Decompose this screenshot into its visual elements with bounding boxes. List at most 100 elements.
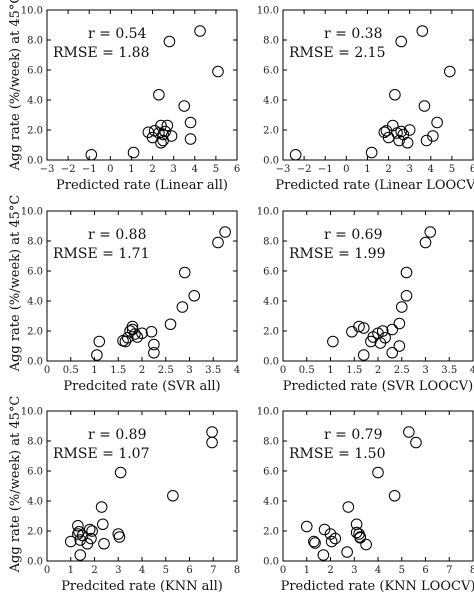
x-tick-label: 4 — [192, 164, 198, 175]
data-point — [206, 426, 218, 438]
rmse-value-label: RMSE = 1.07 — [53, 446, 150, 462]
x-tick-label: −1 — [82, 164, 97, 175]
x-tick-label: 6 — [186, 565, 192, 576]
x-tick-label: 0 — [107, 164, 113, 175]
data-point — [395, 35, 408, 48]
x-tick-label: 1.5 — [110, 365, 126, 376]
data-point — [395, 301, 408, 313]
x-tick-label: 4 — [470, 365, 474, 376]
y-tick-label: 8.0 — [27, 437, 43, 448]
x-axis-label: Predcited rate (KNN all) — [61, 579, 223, 594]
data-point — [388, 489, 401, 502]
data-point — [389, 88, 401, 101]
data-point — [386, 346, 399, 359]
data-point — [131, 331, 144, 343]
data-point — [64, 535, 77, 548]
data-point — [419, 236, 432, 249]
data-point — [212, 236, 224, 249]
x-tick-label: 2 — [149, 164, 155, 175]
data-point — [379, 331, 391, 344]
x-tick-label: 1 — [91, 365, 97, 376]
y-tick-label: 10.0 — [257, 6, 279, 17]
data-point — [114, 466, 127, 479]
r-value-label: r = 0.38 — [324, 26, 383, 42]
x-tick-label: 3 — [422, 365, 428, 376]
y-tick-label: 8.0 — [27, 237, 43, 248]
data-point — [178, 100, 191, 112]
data-point — [410, 436, 422, 449]
data-point — [376, 325, 389, 337]
data-point — [308, 535, 320, 548]
x-tick-label: 0 — [280, 565, 286, 576]
y-tick-label: 0.0 — [27, 357, 43, 368]
y-tick-label: 0.0 — [27, 557, 43, 568]
y-tick-label: 4.0 — [263, 497, 279, 508]
data-point — [289, 148, 302, 161]
data-point — [83, 523, 96, 536]
x-tick-label: 1 — [364, 164, 370, 175]
x-tick-label: 1 — [327, 365, 333, 376]
data-point — [443, 65, 456, 78]
data-point — [395, 125, 408, 138]
rmse-value-label: RMSE = 1.50 — [289, 446, 386, 462]
panel-2: −3 −2 −1 0 1 2 3 4 5 6 0.0 2.0 4.0 6.0 8.0 10.0 Predicte… — [257, 6, 474, 194]
data-point — [146, 131, 159, 144]
data-point — [393, 340, 406, 352]
x-tick-label: 6 — [422, 565, 428, 576]
data-point — [309, 537, 321, 549]
data-point — [350, 518, 363, 531]
data-point — [184, 133, 197, 145]
y-tick-label: 0.0 — [27, 156, 43, 167]
y-tick-label: 0.0 — [263, 557, 279, 568]
x-tick-label: 4 — [375, 565, 381, 576]
x-tick-label: 3.5 — [441, 365, 457, 376]
data-point — [393, 134, 405, 147]
data-point — [178, 266, 191, 279]
data-point — [357, 322, 370, 334]
data-point — [416, 25, 429, 37]
y-tick-label: 10.0 — [257, 207, 279, 218]
data-point — [127, 146, 140, 159]
y-tick-label: 2.0 — [263, 327, 279, 338]
panel-5: 0 1 2 3 4 5 6 7 8 0.0 2.0 4.0 6.0 8.0 10.0 Predcited ra… — [21, 407, 240, 594]
data-point — [145, 325, 158, 338]
plot-frame — [46, 9, 238, 161]
data-point — [400, 266, 413, 279]
data-point — [318, 523, 331, 536]
y-tick-label: 10.0 — [21, 407, 43, 418]
x-axis-label: Predicted rate (KNN LOOCV) — [281, 579, 474, 594]
y-tick-label: 4.0 — [27, 297, 43, 308]
data-point — [153, 88, 165, 101]
data-point — [72, 519, 84, 532]
data-point — [155, 136, 167, 149]
data-point — [93, 335, 106, 348]
x-axis-label: Predicted rate (SVR LOOCV) — [283, 379, 473, 394]
data-point — [184, 116, 197, 129]
y-tick-label: 6.0 — [27, 66, 43, 77]
data-point — [129, 328, 141, 340]
data-point — [219, 226, 231, 238]
rmse-value-label: RMSE = 1.99 — [289, 246, 386, 262]
data-point — [357, 349, 370, 361]
r-value-label: r = 0.69 — [324, 227, 383, 243]
data-point — [401, 136, 414, 149]
data-point — [73, 525, 85, 538]
data-point — [341, 546, 353, 558]
data-point — [365, 146, 378, 159]
y-tick-label: 4.0 — [27, 497, 43, 508]
x-tick-label: 4 — [139, 565, 145, 576]
x-tick-label: −3 — [40, 164, 55, 175]
data-point — [354, 531, 366, 543]
y-tick-label: 6.0 — [263, 66, 279, 77]
data-point — [165, 130, 178, 142]
x-axis-label: Predcited rate (SVR all) — [63, 379, 220, 394]
x-tick-label: −3 — [276, 164, 291, 175]
x-tick-label: −2 — [297, 164, 312, 175]
x-tick-label: 3 — [406, 164, 412, 175]
x-axis-label: Predicted rate (Linear all) — [56, 178, 228, 193]
data-point — [329, 532, 342, 545]
x-tick-label: 1 — [304, 565, 310, 576]
x-tick-label: 8 — [234, 565, 240, 576]
r-value-label: r = 0.89 — [88, 427, 147, 443]
